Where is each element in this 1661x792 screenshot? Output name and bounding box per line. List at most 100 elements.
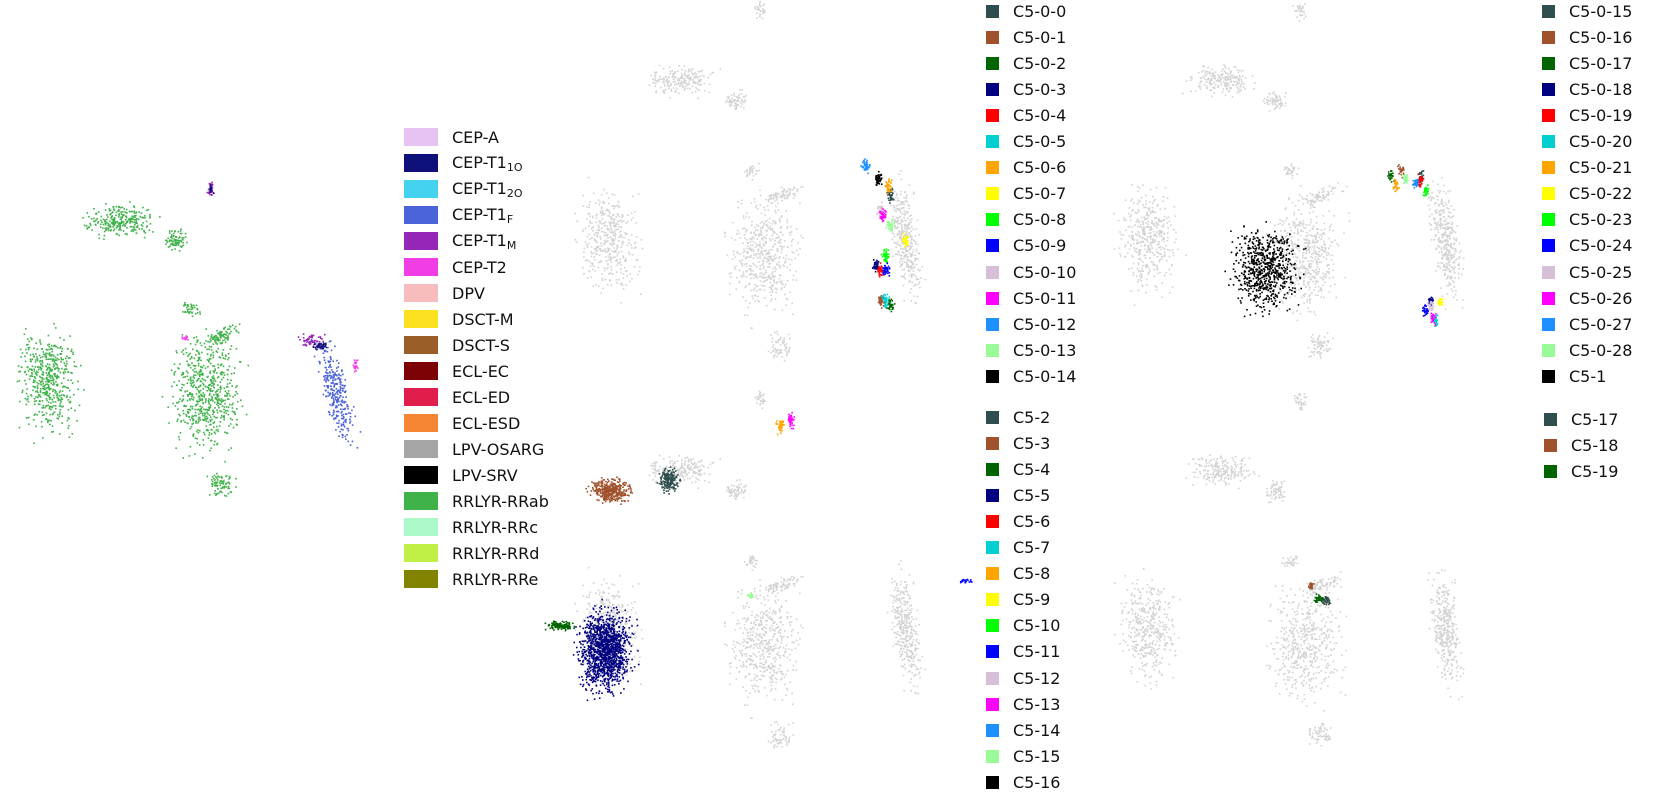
highlight-C5-0-13 <box>885 219 896 232</box>
legend-label: C5-0-16 <box>1569 27 1633 47</box>
legend-label: C5-0-28 <box>1569 340 1633 360</box>
legend-item: CEP-T12O <box>404 179 523 200</box>
legend-item: C5-0-8 <box>986 210 1066 230</box>
highlight-C5-0-23 <box>1422 184 1430 197</box>
highlight-C5-0-17 <box>1387 170 1395 183</box>
highlight-C5-0-14 <box>875 170 883 186</box>
highlight-C5-5 <box>572 598 640 702</box>
highlight-C5-4 <box>544 620 576 632</box>
highlight-C5-8 <box>775 420 785 436</box>
legend-label: C5-6 <box>1013 511 1051 531</box>
legend-swatch <box>986 723 999 737</box>
legend-item: CEP-T11O <box>404 153 523 174</box>
legend-swatch <box>1542 30 1555 44</box>
legend-swatch <box>1542 265 1555 279</box>
legend-swatch <box>1542 291 1555 305</box>
legend-label: C5-0-12 <box>1013 314 1077 334</box>
legend-item: C5-0-2 <box>986 53 1066 73</box>
legend-swatch <box>404 570 438 588</box>
legend-swatch <box>986 567 999 581</box>
highlight-C5-0-22 <box>1437 297 1444 306</box>
background-cluster-2 <box>1262 91 1287 112</box>
background-cluster-6 <box>1283 163 1300 180</box>
legend-swatch <box>986 436 999 450</box>
legend-swatch <box>986 135 999 148</box>
legend-swatch <box>404 154 438 172</box>
background-cluster-0 <box>1294 392 1308 411</box>
background-cluster-5 <box>1299 571 1342 597</box>
legend-swatch <box>1542 317 1555 331</box>
background-cluster-4 <box>1265 584 1348 712</box>
legend-label: RRLYR-RRe <box>452 569 539 589</box>
background-cluster-5 <box>755 185 804 209</box>
legend-swatch <box>404 310 438 328</box>
legend-label: LPV-OSARG <box>452 439 545 459</box>
legend-item: C5-8 <box>986 564 1050 584</box>
cep-t2-top <box>181 335 189 341</box>
legend-label: C5-0-1 <box>1013 27 1067 47</box>
background-cluster-7 <box>1307 332 1334 359</box>
legend-item: C5-0-19 <box>1542 105 1632 125</box>
legend-label: DSCT-S <box>452 335 510 355</box>
legend-swatch <box>1542 56 1555 70</box>
highlight-C5-13 <box>787 411 796 430</box>
legend-swatch <box>404 128 438 146</box>
legend-swatch <box>404 336 438 354</box>
legend-item: C5-0-12 <box>986 314 1076 334</box>
background-cluster-5 <box>1297 182 1348 209</box>
legend-label: C5-0-19 <box>1569 105 1633 125</box>
background-cluster-2 <box>726 479 747 500</box>
legend-swatch <box>986 317 999 331</box>
highlight-C5-19 <box>1313 593 1324 604</box>
cep-t1o-strand <box>312 342 328 351</box>
legend-item: C5-0-26 <box>1542 288 1632 308</box>
rrab-cluster-6 <box>206 472 237 497</box>
panel-clusters-c5-0-15-to-c5-1 <box>1113 3 1465 359</box>
legend-label: C5-0-17 <box>1569 53 1633 73</box>
background-cluster-1 <box>648 64 722 99</box>
highlight-C5-0-24 <box>1421 304 1429 317</box>
legend-swatch <box>986 265 999 279</box>
legend-swatch <box>986 749 999 763</box>
highlight-C5-0-25 <box>1427 300 1435 312</box>
legend-item: LPV-OSARG <box>404 439 544 459</box>
background-cluster-0 <box>1292 3 1307 22</box>
legend-swatch <box>986 161 999 175</box>
legend-label: RRLYR-RRc <box>452 517 539 537</box>
legend-label: C5-0-22 <box>1569 184 1633 204</box>
legend-item: C5-4 <box>986 459 1050 479</box>
highlight-C5-0-2 <box>886 298 896 313</box>
legend-swatch <box>404 440 438 458</box>
legend-swatch <box>1542 161 1555 175</box>
legend-item: RRLYR-RRd <box>404 543 539 563</box>
legend-swatch <box>986 697 999 711</box>
background-cluster-0 <box>754 390 766 410</box>
legend-label: ECL-ED <box>452 387 511 407</box>
highlight-C5-11 <box>959 578 973 584</box>
legend-label: C5-0-18 <box>1569 79 1633 99</box>
legend-swatch <box>986 514 999 528</box>
legend-item: ECL-ED <box>404 387 510 407</box>
legend-label: C5-0-25 <box>1569 262 1633 282</box>
legend-item: C5-0-15 <box>1542 1 1632 21</box>
legend-swatch <box>986 56 999 70</box>
legend-label: CEP-T2 <box>452 257 507 277</box>
legend-item: C5-0-9 <box>986 236 1066 256</box>
legend-item: ECL-ESD <box>404 413 520 433</box>
legend-item: RRLYR-RRab <box>404 491 549 511</box>
legend-label: RRLYR-RRab <box>452 491 549 511</box>
legend-item: C5-2 <box>986 407 1050 427</box>
legend-label: C5-0-24 <box>1569 236 1633 256</box>
legend-label: C5-0-10 <box>1013 262 1077 282</box>
legend-label: ECL-ESD <box>452 413 521 433</box>
legend-swatch <box>1542 4 1555 18</box>
legend-item: C5-1 <box>1542 366 1606 386</box>
legend-swatch <box>986 4 999 18</box>
legend-label: C5-10 <box>1013 616 1061 636</box>
legend-swatch <box>986 239 999 253</box>
background-strand <box>1427 569 1465 701</box>
legend-label: C5-0-4 <box>1013 105 1067 125</box>
legend-item: C5-15 <box>986 746 1060 766</box>
legend-item: C5-0-5 <box>986 132 1066 152</box>
